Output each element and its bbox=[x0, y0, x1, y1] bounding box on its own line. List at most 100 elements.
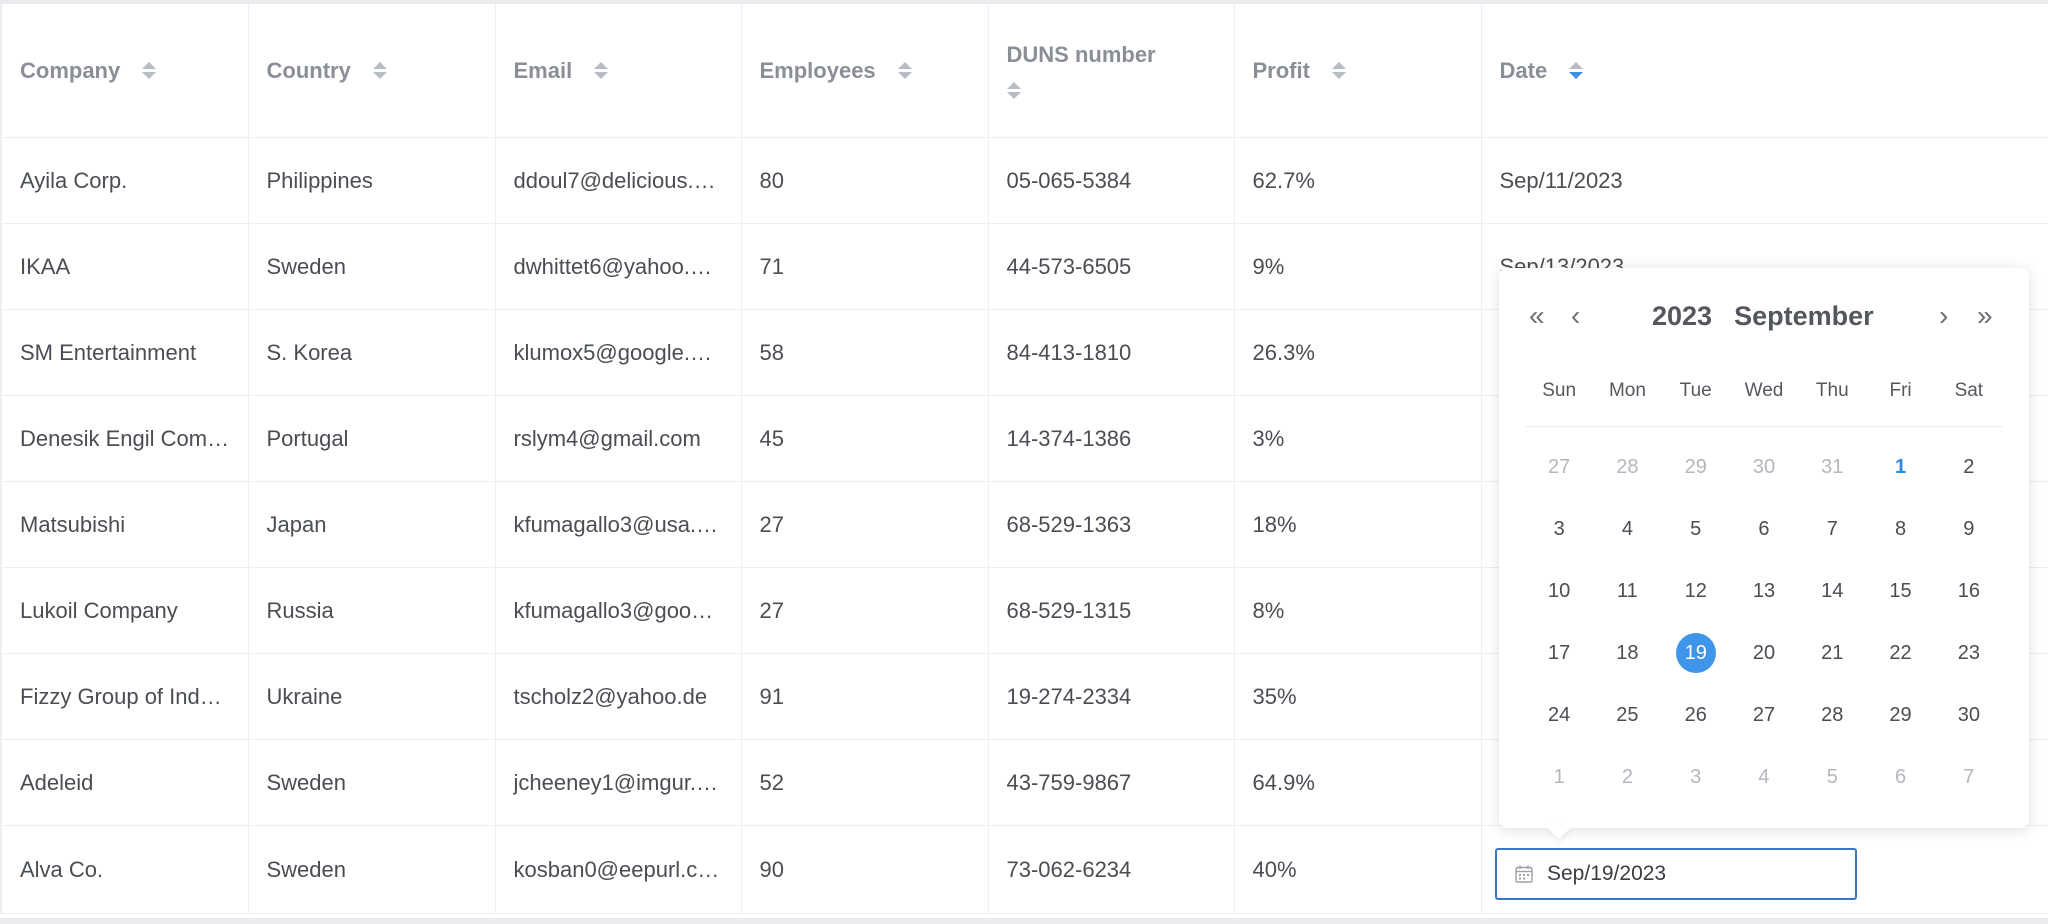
sort-icon[interactable] bbox=[1006, 82, 1021, 99]
calendar-day[interactable]: 2 bbox=[1935, 436, 2003, 498]
calendar-day[interactable]: 8 bbox=[1866, 498, 1934, 560]
top-border bbox=[0, 0, 2048, 4]
calendar-day[interactable]: 24 bbox=[1525, 684, 1593, 746]
column-header-profit[interactable]: Profit bbox=[1233, 4, 1481, 138]
calendar-day[interactable]: 5 bbox=[1798, 746, 1866, 808]
calendar-day[interactable]: 9 bbox=[1935, 498, 2003, 560]
calendar-day[interactable]: 11 bbox=[1593, 560, 1661, 622]
cell-profit: 3% bbox=[1233, 395, 1481, 482]
sort-icon[interactable] bbox=[372, 62, 387, 79]
calendar-day[interactable]: 12 bbox=[1662, 560, 1730, 622]
calendar-day[interactable]: 27 bbox=[1730, 684, 1798, 746]
cell-company: Adeleid bbox=[0, 739, 248, 826]
calendar-day[interactable]: 4 bbox=[1730, 746, 1798, 808]
calendar-day[interactable]: 28 bbox=[1593, 436, 1661, 498]
next-month-icon[interactable]: › bbox=[1939, 300, 1949, 331]
calendar-grid: 27 28 29 30 31 1 2 3 4 5 6 7 8 9 10 11 12 13 14 15 16 17 18 19 2… bbox=[1525, 436, 2003, 808]
calendar-day[interactable]: 26 bbox=[1662, 684, 1730, 746]
cell-email: kfumagallo3@usa.gov bbox=[494, 481, 741, 568]
calendar-day[interactable]: 25 bbox=[1593, 684, 1661, 746]
cell-country: Sweden bbox=[247, 739, 495, 826]
day-number: 8 bbox=[1894, 517, 1907, 540]
day-number: 26 bbox=[1684, 703, 1707, 726]
table-row[interactable]: Ayila Corp. Philippines ddoul7@delicious.c… bbox=[0, 137, 2048, 224]
column-header-employees[interactable]: Employees bbox=[740, 4, 988, 138]
calendar-day[interactable]: 31 bbox=[1798, 436, 1866, 498]
column-header-date[interactable]: Date bbox=[1480, 4, 2048, 138]
day-number: 27 bbox=[1548, 455, 1571, 478]
day-number: 2 bbox=[1963, 455, 1975, 478]
cell-company: Ayila Corp. bbox=[0, 137, 248, 224]
cell-profit: 35% bbox=[1233, 653, 1481, 740]
calendar-day[interactable]: 21 bbox=[1798, 622, 1866, 684]
calendar-day[interactable]: 5 bbox=[1662, 498, 1730, 560]
column-header-country[interactable]: Country bbox=[247, 4, 495, 138]
next-year-icon[interactable]: » bbox=[1977, 300, 1993, 331]
cell-employees: 91 bbox=[740, 653, 988, 740]
calendar-day[interactable]: 3 bbox=[1525, 498, 1593, 560]
date-picker-popup: « ‹ 2023 September › » Sun Mon Tue Wed Thu Fri… bbox=[1499, 268, 2029, 840]
calendar-day-selected[interactable]: 19 bbox=[1662, 622, 1730, 684]
calendar-day[interactable]: 15 bbox=[1866, 560, 1934, 622]
calendar-day[interactable]: 22 bbox=[1866, 622, 1934, 684]
sort-descending-icon[interactable] bbox=[1569, 62, 1584, 79]
calendar-day[interactable]: 16 bbox=[1935, 560, 2003, 622]
cell-country: S. Korea bbox=[247, 309, 495, 396]
sort-icon[interactable] bbox=[142, 62, 157, 79]
column-header-duns-number[interactable]: DUNS number bbox=[987, 4, 1234, 138]
day-number: 27 bbox=[1752, 703, 1776, 726]
calendar-day[interactable]: 20 bbox=[1730, 622, 1798, 684]
calendar-day[interactable]: 4 bbox=[1593, 498, 1661, 560]
cell-duns-number: 68-529-1363 bbox=[987, 481, 1234, 568]
calendar-day[interactable]: 30 bbox=[1730, 436, 1798, 498]
day-number: 30 bbox=[1957, 703, 1980, 726]
calendar-week: 3 4 5 6 7 8 9 bbox=[1525, 498, 2003, 560]
cell-country: Russia bbox=[247, 567, 495, 654]
sort-icon[interactable] bbox=[897, 62, 912, 79]
calendar-day[interactable]: 3 bbox=[1662, 746, 1730, 808]
prev-month-icon[interactable]: ‹ bbox=[1571, 300, 1581, 331]
day-number: 24 bbox=[1548, 703, 1571, 726]
calendar-day[interactable]: 7 bbox=[1798, 498, 1866, 560]
day-number: 12 bbox=[1684, 579, 1707, 602]
calendar-week: 24 25 26 27 28 29 30 bbox=[1525, 684, 2003, 746]
column-header-company[interactable]: Company bbox=[0, 4, 248, 138]
cell-profit: 8% bbox=[1233, 567, 1481, 654]
day-number: 16 bbox=[1957, 579, 1980, 602]
cell-country: Sweden bbox=[247, 223, 495, 310]
calendar-day[interactable]: 17 bbox=[1525, 622, 1593, 684]
calendar-day[interactable]: 29 bbox=[1866, 684, 1934, 746]
calendar-day[interactable]: 7 bbox=[1935, 746, 2003, 808]
calendar-day[interactable]: 6 bbox=[1866, 746, 1934, 808]
date-input[interactable]: Sep/19/2023 bbox=[1495, 848, 1857, 900]
calendar-day[interactable]: 10 bbox=[1525, 560, 1593, 622]
day-number: 29 bbox=[1684, 455, 1707, 478]
day-number: 31 bbox=[1821, 455, 1844, 478]
month-label[interactable]: September bbox=[1734, 301, 1874, 331]
weekday-label: Thu bbox=[1815, 380, 1849, 401]
day-number: 4 bbox=[1758, 765, 1770, 788]
calendar-day[interactable]: 23 bbox=[1935, 622, 2003, 684]
bottom-border bbox=[0, 918, 2048, 924]
column-header-email[interactable]: Email bbox=[494, 4, 741, 138]
calendar-day[interactable]: 2 bbox=[1593, 746, 1661, 808]
calendar-day[interactable]: 30 bbox=[1935, 684, 2003, 746]
calendar-day[interactable]: 1 bbox=[1525, 746, 1593, 808]
sort-icon[interactable] bbox=[594, 62, 609, 79]
calendar-day[interactable]: 6 bbox=[1730, 498, 1798, 560]
calendar-day[interactable]: 13 bbox=[1730, 560, 1798, 622]
cell-duns-number: 05-065-5384 bbox=[987, 137, 1234, 224]
calendar-day[interactable]: 27 bbox=[1525, 436, 1593, 498]
prev-year-icon[interactable]: « bbox=[1529, 300, 1545, 331]
weekday-label: Mon bbox=[1608, 380, 1646, 401]
sort-icon[interactable] bbox=[1331, 62, 1346, 79]
calendar-day-today[interactable]: 1 bbox=[1866, 436, 1934, 498]
day-number: 30 bbox=[1752, 455, 1776, 478]
calendar-day[interactable]: 18 bbox=[1593, 622, 1661, 684]
calendar-day[interactable]: 28 bbox=[1798, 684, 1866, 746]
calendar-day[interactable]: 14 bbox=[1798, 560, 1866, 622]
calendar-day[interactable]: 29 bbox=[1662, 436, 1730, 498]
day-number: 19 bbox=[1675, 633, 1716, 673]
weekday-divider bbox=[1525, 426, 2003, 427]
year-label[interactable]: 2023 bbox=[1652, 301, 1713, 331]
